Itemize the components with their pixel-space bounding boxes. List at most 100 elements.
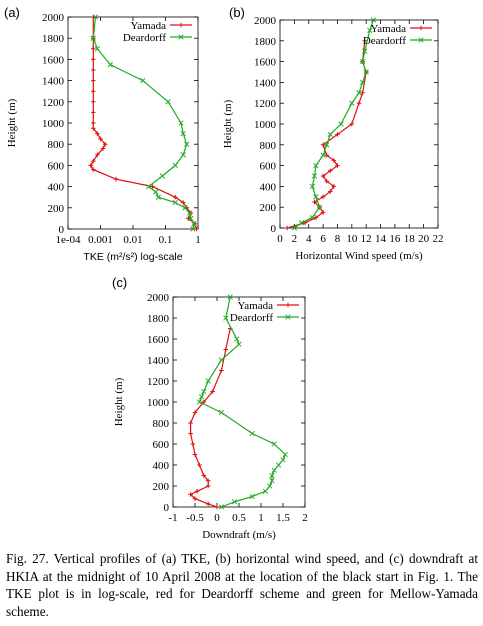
series-line-yamada: [89, 17, 198, 230]
y-tick-label: 2000: [254, 15, 277, 27]
data-point-yamada: [194, 226, 199, 232]
data-point-yamada: [324, 152, 329, 158]
data-point-deardorff: [370, 17, 377, 23]
x-tick-label: 0: [214, 512, 220, 524]
data-point-yamada: [95, 131, 100, 136]
data-point-deardorff: [172, 199, 178, 206]
data-point-deardorff: [234, 336, 240, 342]
data-point-deardorff: [327, 131, 333, 138]
x-axis-title: TKE (m²/s²) log-scale: [83, 251, 182, 263]
data-point-yamada: [192, 410, 198, 415]
data-point-deardorff: [271, 467, 277, 473]
data-point-yamada: [219, 368, 224, 373]
data-point-yamada: [113, 176, 119, 182]
data-point-deardorff: [165, 99, 171, 105]
x-tick-label: 20: [418, 233, 430, 245]
y-tick-label: 400: [260, 181, 277, 193]
x-tick-label: 0.001: [88, 234, 113, 246]
data-point-deardorff: [316, 204, 323, 210]
data-point-yamada: [90, 88, 96, 94]
legend-marker: [285, 302, 291, 308]
y-tick-label: 600: [260, 161, 277, 173]
y-tick-label: 1600: [42, 54, 65, 66]
data-point-yamada: [320, 142, 326, 148]
series-line-deardorff: [92, 16, 195, 230]
data-point-deardorff: [311, 173, 318, 179]
data-point-yamada: [360, 90, 365, 96]
data-point-yamada: [335, 132, 340, 137]
legend-marker: [418, 25, 424, 31]
data-point-yamada: [188, 420, 193, 426]
data-point-yamada: [192, 452, 198, 457]
data-point-deardorff: [359, 79, 366, 86]
x-tick-label: -1: [168, 512, 177, 524]
data-point-yamada: [192, 496, 198, 501]
x-tick-label: 0: [277, 233, 283, 245]
data-point-deardorff: [271, 441, 277, 447]
data-point-deardorff: [363, 69, 369, 75]
data-point-deardorff: [180, 152, 186, 158]
data-point-deardorff: [153, 189, 159, 195]
y-tick-label: 1000: [254, 119, 277, 131]
y-tick-label: 1800: [42, 33, 65, 45]
data-point-yamada: [194, 488, 200, 494]
y-tick-label: 400: [48, 182, 65, 194]
data-point-deardorff: [298, 220, 305, 226]
data-point-deardorff: [180, 130, 186, 137]
y-tick-label: 600: [48, 160, 65, 172]
data-point-deardorff: [280, 457, 286, 463]
data-point-yamada: [201, 473, 207, 478]
legend-label: Deardorff: [123, 32, 166, 44]
y-tick-label: 200: [153, 481, 170, 493]
x-tick-label: 2: [292, 233, 298, 245]
data-point-yamada: [150, 184, 155, 189]
data-point-deardorff: [90, 35, 96, 41]
data-point-deardorff: [184, 141, 190, 147]
x-axis-title: Downdraft (m/s): [202, 529, 276, 541]
data-point-deardorff: [362, 48, 368, 54]
data-point-deardorff: [282, 451, 288, 458]
y-tick-label: 1200: [42, 97, 65, 109]
data-point-deardorff: [205, 378, 211, 384]
data-point-yamada: [320, 194, 326, 200]
panel-label: (a): [4, 5, 20, 20]
data-point-deardorff: [188, 215, 194, 222]
data-point-deardorff: [145, 183, 152, 190]
data-point-deardorff: [309, 183, 315, 190]
data-point-deardorff: [267, 483, 273, 489]
data-point-yamada: [327, 168, 333, 174]
chart-panel-a: (a) 0 200 400 600 800 1000 1200 1400 1600 1800 2000…: [4, 5, 201, 263]
legend-label: Deardorff: [363, 35, 406, 47]
x-tick-label: -0.5: [186, 512, 204, 524]
data-point-deardorff: [201, 388, 207, 395]
y-tick-label: 1800: [254, 36, 277, 48]
y-tick-label: 2000: [42, 12, 65, 24]
y-tick-label: 400: [153, 460, 170, 472]
plot-frame: [172, 296, 306, 508]
data-point-deardorff: [231, 499, 238, 505]
data-point-deardorff: [236, 341, 242, 347]
data-point-yamada: [210, 389, 215, 394]
series-line-yamada: [189, 328, 231, 508]
chart-panel-c: (c) 0 200 400 600 800 1000 1200 1400 1600 1800 2000…: [112, 275, 308, 541]
data-point-deardorff: [338, 121, 344, 127]
data-point-yamada: [100, 146, 106, 151]
y-tick-label: 0: [271, 223, 277, 235]
data-point-deardorff: [324, 142, 330, 148]
x-tick-label: 6: [320, 233, 326, 245]
legend-marker: [418, 37, 424, 43]
x-tick-label: 14: [375, 233, 387, 245]
chart-panel-b: (b)0200400600800100012001400160018002000…: [222, 5, 444, 262]
y-tick-label: 2000: [147, 292, 170, 304]
data-point-yamada: [331, 184, 337, 189]
data-point-deardorff: [262, 488, 269, 494]
data-point-yamada: [185, 216, 191, 221]
data-point-yamada: [90, 126, 96, 131]
data-point-yamada: [102, 141, 108, 147]
data-point-deardorff: [190, 226, 196, 232]
x-tick-label: 0.01: [123, 234, 142, 246]
data-point-yamada: [349, 121, 355, 127]
data-point-deardorff: [178, 120, 184, 126]
data-point-deardorff: [269, 472, 275, 479]
data-point-deardorff: [92, 14, 99, 20]
